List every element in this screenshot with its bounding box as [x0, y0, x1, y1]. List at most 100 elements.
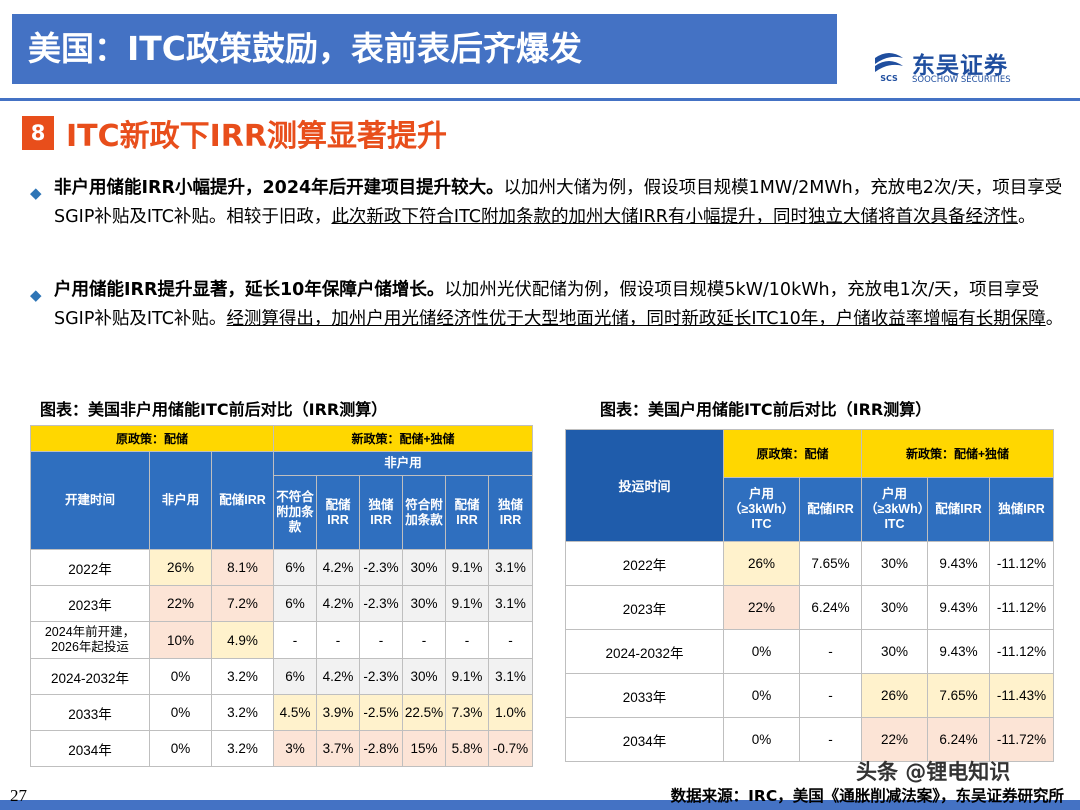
col-header-time: 开建时间 [30, 451, 150, 550]
old-policy-header: 原政策：配储 [722, 429, 863, 478]
cell: 30% [861, 541, 929, 586]
table2-caption: 图表：美国户用储能ITC前后对比（IRR测算） [600, 400, 932, 419]
col-header-fhy: 非户用 [149, 451, 212, 550]
table-row: 2022年 26% 8.1% 6% 4.2% -2.3% 30% 9.1% 3.… [30, 549, 534, 586]
cell: -2.3% [359, 658, 404, 695]
table-row: 2024-2032年 0% - 30% 9.43% -11.12% [565, 629, 1055, 674]
cell: - [445, 621, 490, 659]
col-header: 不符合附加条款 [273, 475, 318, 550]
cell: 3% [273, 730, 318, 767]
cell: 4.2% [316, 585, 361, 622]
cell: 26% [149, 549, 212, 586]
table-row: 2033年 0% 3.2% 4.5% 3.9% -2.5% 22.5% 7.3%… [30, 694, 534, 731]
row-label: 2024-2032年 [30, 658, 150, 695]
cell: - [359, 621, 404, 659]
cell: 5.8% [445, 730, 490, 767]
cell: 0% [723, 629, 800, 674]
cell: 26% [861, 673, 929, 718]
cell: 7.65% [798, 541, 863, 586]
row-label: 2023年 [30, 585, 150, 622]
bullet-point: ◆ 户用储能IRR提升显著，延长10年保障户储增长。以加州光伏配储为例，假设项目… [30, 276, 1063, 366]
table-row: 2033年 0% - 26% 7.65% -11.43% [565, 673, 1055, 718]
cell: 9.43% [927, 541, 991, 586]
cell: 30% [402, 549, 447, 586]
table-row: 2034年 0% - 22% 6.24% -11.72% [565, 717, 1055, 762]
cell: -2.5% [359, 694, 404, 731]
cell: - [798, 717, 863, 762]
row-label: 2034年 [30, 730, 150, 767]
row-label: 2022年 [30, 549, 150, 586]
cell: 7.3% [445, 694, 490, 731]
cell: - [273, 621, 318, 659]
col-header: 户用（≥3kWh）ITC [861, 477, 929, 542]
section-title: ITC新政下IRR测算显著提升 [66, 119, 448, 154]
cell: -2.8% [359, 730, 404, 767]
cell: 7.2% [210, 585, 275, 622]
residential-irr-table: 投运时间 原政策：配储 新政策：配储+独储 户用（≥3kWh）ITC 配储IRR… [565, 429, 1055, 762]
row-label: 2023年 [565, 585, 724, 630]
cell: 1.0% [488, 694, 534, 731]
cell: 4.5% [273, 694, 318, 731]
cell: 3.2% [210, 730, 275, 767]
cell: 7.65% [927, 673, 991, 718]
cell: 26% [723, 541, 800, 586]
cell: 4.2% [316, 549, 361, 586]
cell: -11.12% [989, 541, 1055, 586]
section-number: 8 [22, 116, 54, 150]
col-header-pcirr: 配储IRR [210, 451, 275, 550]
cell: 30% [402, 658, 447, 695]
col-header: 配储IRR [798, 477, 863, 542]
col-header-time: 投运时间 [565, 429, 724, 542]
cell: 4.9% [210, 621, 275, 659]
cell: 0% [149, 658, 212, 695]
footer-bar [0, 800, 1080, 810]
cell: 6% [273, 549, 318, 586]
company-logo: SCS 东吴证券 SOOCHOW SECURITIES [872, 46, 1042, 86]
col-header: 配储IRR [927, 477, 991, 542]
cell: 22% [861, 717, 929, 762]
cell: 9.43% [927, 585, 991, 630]
col-header: 户用（≥3kWh）ITC [723, 477, 800, 542]
page-title: 美国：ITC政策鼓励，表前表后齐爆发 [12, 14, 837, 84]
cell: 6.24% [798, 585, 863, 630]
logo-name-en: SOOCHOW SECURITIES [912, 75, 1011, 85]
old-policy-header: 原政策：配储 [29, 425, 275, 452]
row-label: 2033年 [565, 673, 724, 718]
header-divider [0, 98, 1080, 101]
table-row: 2034年 0% 3.2% 3% 3.7% -2.8% 15% 5.8% -0.… [30, 730, 534, 767]
bullet-text: 非户用储能IRR小幅提升，2024年后开建项目提升较大。以加州大储为例，假设项目… [54, 178, 1063, 227]
cell: -2.3% [359, 549, 404, 586]
cell: 0% [723, 673, 800, 718]
cell: 3.2% [210, 658, 275, 695]
table-row: 2023年 22% 6.24% 30% 9.43% -11.12% [565, 585, 1055, 630]
cell: 0% [149, 694, 212, 731]
cell: 3.7% [316, 730, 361, 767]
new-policy-header: 新政策：配储+独储 [273, 425, 534, 452]
cell: - [488, 621, 534, 659]
diamond-bullet-icon: ◆ [30, 184, 42, 202]
table-row: 2023年 22% 7.2% 6% 4.2% -2.3% 30% 9.1% 3.… [30, 585, 534, 622]
cell: 9.43% [927, 629, 991, 674]
cell: -11.72% [989, 717, 1055, 762]
cell: 30% [861, 585, 929, 630]
table-row: 2024-2032年 0% 3.2% 6% 4.2% -2.3% 30% 9.1… [30, 658, 534, 695]
cell: -0.7% [488, 730, 534, 767]
col-header: 配储IRR [445, 475, 490, 550]
cell: - [316, 621, 361, 659]
cell: - [798, 673, 863, 718]
col-header: 独储IRR [359, 475, 404, 550]
col-header: 配储IRR [316, 475, 361, 550]
row-label: 2033年 [30, 694, 150, 731]
cell: -11.43% [989, 673, 1055, 718]
col-header: 独储IRR [989, 477, 1055, 542]
table-row: 2024年前开建，2026年起投运 10% 4.9% - - - - - - [30, 621, 534, 659]
page-number: 27 [10, 786, 27, 805]
cell: 3.9% [316, 694, 361, 731]
cell: 30% [402, 585, 447, 622]
cell: 9.1% [445, 658, 490, 695]
cell: 15% [402, 730, 447, 767]
cell: 22.5% [402, 694, 447, 731]
cell: 3.1% [488, 658, 534, 695]
cell: 6% [273, 658, 318, 695]
row-label: 2022年 [565, 541, 724, 586]
